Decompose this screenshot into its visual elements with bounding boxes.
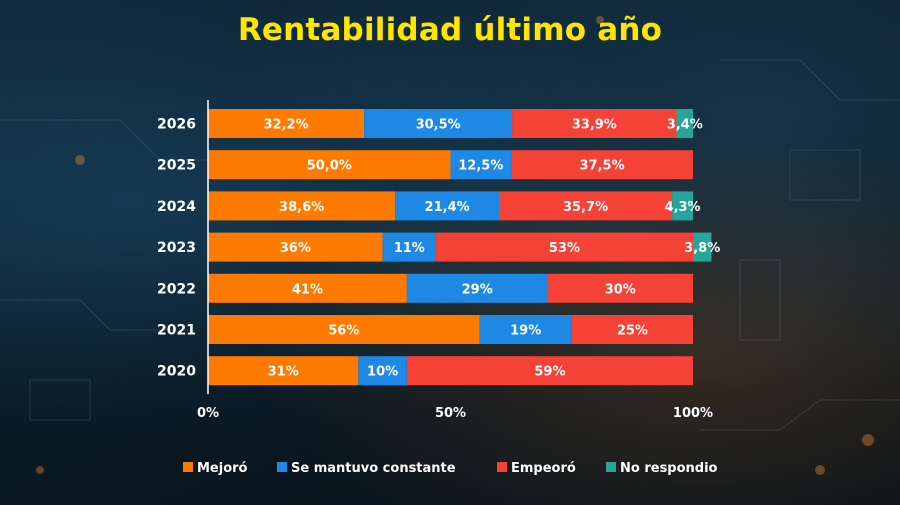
data-label: 41% [292, 282, 323, 297]
data-label: 32,2% [264, 118, 309, 133]
year-label: 2026 [157, 117, 196, 133]
bar-segment-constante [479, 315, 572, 344]
legend-item-mejoro-label: Mejoró [197, 461, 248, 476]
bar-segment-empeoro [406, 356, 693, 386]
bar-segment-constante [395, 191, 499, 221]
data-label: 35,7% [563, 200, 608, 215]
data-label: 30% [605, 282, 636, 297]
bar-segment-empeoro [571, 315, 693, 344]
data-label: 30,5% [416, 118, 461, 133]
x-tick-label: 50% [435, 406, 466, 421]
bar-segment-empeoro [435, 232, 693, 262]
bar-segment-mejoro [208, 109, 365, 138]
data-label: 19% [510, 324, 541, 339]
bar-segment-mejoro [208, 273, 407, 303]
bar-segment-no-respondio [672, 191, 693, 221]
legend: Mejoró Se mantuvo constante Empeoró No resp… [183, 461, 718, 476]
bar-segment-mejoro [208, 232, 383, 262]
legend-item-no-respondio-swatch [606, 462, 616, 472]
bar-segment-mejoro [208, 150, 451, 180]
data-label: 56% [328, 324, 359, 339]
bar-segment-mejoro [208, 315, 480, 344]
bar-segment-empeoro [512, 109, 677, 138]
year-label: 2023 [157, 240, 196, 256]
data-label: 59% [534, 365, 565, 380]
data-label: 10% [367, 365, 398, 380]
bar-segment-no-respondio [676, 109, 693, 138]
bar-segment-constante [358, 356, 407, 386]
bar-segment-constante [450, 150, 512, 180]
data-label: 38,6% [279, 200, 324, 215]
bars-layer: 2026 32,2% 30,5% 33,9% 3,4% 2025 50,0% 12,5% 37,… [157, 109, 720, 386]
bar-segment-empeoro [547, 273, 693, 303]
year-label: 2020 [157, 364, 196, 380]
year-label: 2025 [157, 158, 196, 174]
bar-segment-no-respondio [693, 232, 712, 262]
chart-title: Rentabilidad último año [237, 12, 663, 48]
data-label: 3,4% [667, 118, 703, 133]
data-label: 37,5% [580, 159, 625, 174]
data-label: 4,3% [665, 200, 701, 215]
data-label: 33,9% [572, 118, 617, 133]
data-label: 31% [268, 365, 299, 380]
legend-item-mejoro-swatch [183, 462, 193, 472]
legend-item-no-respondio-label: No respondio [620, 461, 718, 476]
bar-segment-empeoro [499, 191, 673, 221]
bar-segment-empeoro [511, 150, 693, 180]
year-label: 2021 [157, 323, 196, 339]
x-tick-label: 100% [673, 406, 713, 421]
data-label: 53% [549, 241, 580, 256]
data-label: 11% [394, 241, 425, 256]
data-label: 50,0% [307, 159, 352, 174]
bar-segment-mejoro [208, 356, 359, 386]
data-label: 21,4% [425, 200, 470, 215]
bar-segment-constante [406, 273, 548, 303]
x-axis: 0% 50% 100% [197, 406, 713, 421]
legend-item-constante-swatch [277, 462, 287, 472]
legend-item-constante-label: Se mantuvo constante [291, 461, 456, 476]
data-label: 36% [280, 241, 311, 256]
data-label: 29% [462, 282, 493, 297]
bar-segment-constante [382, 232, 436, 262]
x-tick-label: 0% [197, 406, 219, 421]
legend-item-empeoro-label: Empeoró [511, 461, 576, 476]
bar-segment-constante [364, 109, 513, 138]
data-label: 3,8% [684, 241, 720, 256]
legend-item-empeoro-swatch [497, 462, 507, 472]
year-label: 2022 [157, 281, 196, 297]
data-label: 12,5% [458, 159, 503, 174]
data-label: 25% [617, 324, 648, 339]
bar-segment-mejoro [208, 191, 396, 221]
year-label: 2024 [157, 199, 196, 215]
